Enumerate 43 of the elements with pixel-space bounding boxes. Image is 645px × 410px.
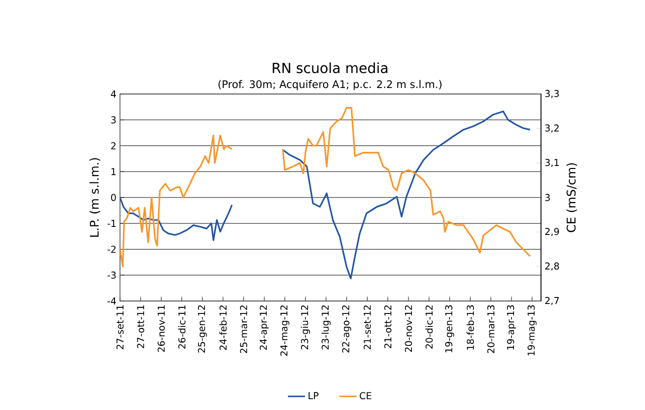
x-tick-label: 24-mag-12 bbox=[280, 305, 290, 356]
y-tick-label: -1 bbox=[108, 220, 116, 227]
y2-tick-label: 3,1 bbox=[545, 158, 559, 168]
x-tick-label: 27-ott-11 bbox=[137, 305, 144, 348]
y-tick-label: -4 bbox=[108, 298, 116, 304]
x-tick-label: 19-mag-13 bbox=[528, 305, 537, 356]
y2-tick-label: 3,3 bbox=[545, 90, 559, 98]
x-tick-label: 19-gen-13 bbox=[445, 305, 454, 352]
x-tick-label: 25-gen-12 bbox=[198, 305, 207, 353]
y2-axis-title: CE (mS/cm) bbox=[566, 163, 578, 232]
x-tick-label: 20-nov-12 bbox=[404, 305, 412, 352]
y2-tick-label: 2,8 bbox=[545, 262, 559, 271]
y-tick-label: 3 bbox=[111, 116, 116, 124]
y-tick-label: 0 bbox=[111, 194, 116, 202]
y2-tick-label: 2,9 bbox=[545, 228, 559, 236]
x-tick-label: 19-apr-13 bbox=[506, 305, 516, 350]
x-tick-label: 22-ago-12 bbox=[342, 305, 352, 353]
x-tick-label: 20-dic-12 bbox=[425, 305, 433, 349]
y2-tick-label: 2,7 bbox=[545, 296, 559, 306]
x-tick-label: 26-dic-11 bbox=[178, 305, 186, 349]
x-tick-label: 20-mar-13 bbox=[487, 305, 494, 354]
y-tick-label: 2 bbox=[111, 142, 116, 150]
x-tick-label: 26-nov-11 bbox=[158, 305, 165, 352]
y-axis-title: L.P. (m s.l.m.) bbox=[90, 158, 100, 237]
x-tick-label: 23-lug-12 bbox=[321, 305, 331, 350]
chart-title: RN scuola media bbox=[272, 62, 388, 74]
x-tick-label: 23-giu-12 bbox=[300, 305, 310, 350]
y-tick-label: 4 bbox=[110, 90, 116, 98]
x-tick-label: 21-ott-12 bbox=[384, 305, 392, 348]
legend-label: LP bbox=[308, 392, 318, 400]
chart-subtitle: (Prof. 30m; Acquifero A1; p.c. 2.2 m s.l.m.) bbox=[218, 80, 442, 90]
y-tick-label: -3 bbox=[108, 272, 116, 279]
x-tick-label: 25-mar-12 bbox=[240, 305, 248, 354]
x-tick-label: 27-set-11 bbox=[116, 305, 124, 350]
x-tick-label: 24-apr-12 bbox=[260, 305, 269, 350]
x-tick-label: 18-feb-13 bbox=[466, 305, 474, 350]
legend-label: CE bbox=[360, 392, 372, 400]
x-tick-label: 24-feb-12 bbox=[219, 305, 227, 350]
y2-tick-label: 3,2 bbox=[545, 124, 559, 133]
y2-tick-label: 3 bbox=[545, 194, 550, 202]
y-tick-label: -2 bbox=[108, 246, 116, 253]
y-tick-label: 1 bbox=[112, 168, 116, 176]
x-tick-label: 21-set-12 bbox=[364, 305, 371, 350]
